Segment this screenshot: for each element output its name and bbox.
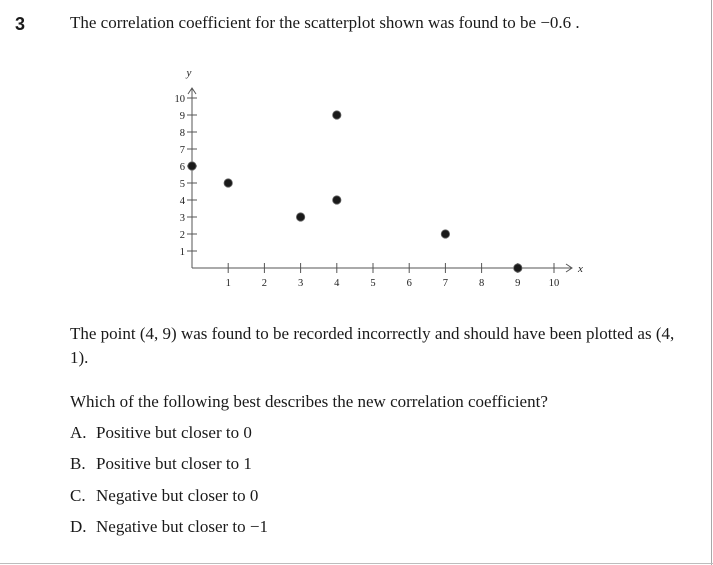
choice-text: Negative but closer to −1	[96, 517, 268, 536]
choice-letter: D.	[70, 517, 87, 536]
y-tick-label: 9	[180, 111, 185, 122]
data-point	[332, 195, 342, 205]
choice-text: Positive but closer to 0	[96, 423, 252, 442]
frame-border-bottom	[0, 563, 713, 564]
y-tick-label: 2	[180, 230, 185, 241]
correction-statement: The point (4, 9) was found to be recorde…	[70, 324, 675, 367]
choice-letter: C.	[70, 486, 86, 505]
choice-text: Positive but closer to 1	[96, 454, 252, 473]
y-tick-label: 10	[175, 94, 186, 105]
x-tick-label: 7	[443, 278, 448, 289]
choice-letter: B.	[70, 454, 86, 473]
question-number: 3	[15, 14, 26, 34]
x-tick-label: 10	[549, 278, 560, 289]
x-axis-label: x	[577, 263, 583, 275]
answer-choice-a[interactable]: A. Positive but closer to 0	[70, 421, 252, 445]
x-tick-label: 8	[479, 278, 484, 289]
x-tick-label: 1	[226, 278, 231, 289]
y-tick-label: 8	[180, 128, 185, 139]
y-tick-label: 4	[180, 196, 186, 207]
y-tick-label: 6	[180, 162, 185, 173]
question-prompt: Which of the following best describes th…	[70, 392, 548, 411]
frame-border-right	[711, 0, 712, 565]
data-point	[332, 110, 342, 120]
answer-choice-c[interactable]: C. Negative but closer to 0	[70, 484, 258, 508]
y-axis-label: y	[186, 67, 192, 79]
data-point	[296, 212, 306, 222]
answer-choice-b[interactable]: B. Positive but closer to 1	[70, 452, 252, 476]
x-tick-label: 3	[298, 278, 303, 289]
y-tick-label: 7	[180, 145, 185, 156]
choice-letter: A.	[70, 423, 87, 442]
data-point	[440, 229, 450, 239]
scatterplot: x y 1 2 3 4 5 6 7 8 9 10 1 2 3 4 5 6 7 8 9 10	[175, 67, 584, 289]
data-point	[223, 178, 233, 188]
y-tick-label: 3	[180, 213, 185, 224]
y-axis-arrow	[187, 87, 197, 95]
data-point	[187, 161, 197, 171]
x-tick-label: 2	[262, 278, 267, 289]
x-tick-label: 5	[370, 278, 375, 289]
question-stem: The correlation coefficient for the scat…	[70, 13, 580, 32]
x-axis-arrow	[565, 263, 573, 273]
x-tick-label: 4	[334, 278, 340, 289]
y-tick-label: 5	[180, 179, 185, 190]
x-tick-label: 9	[515, 278, 520, 289]
data-point	[513, 263, 523, 273]
x-tick-label: 6	[407, 278, 412, 289]
choice-text: Negative but closer to 0	[96, 486, 259, 505]
y-tick-label: 1	[180, 247, 185, 258]
answer-choice-d[interactable]: D. Negative but closer to −1	[70, 515, 268, 539]
